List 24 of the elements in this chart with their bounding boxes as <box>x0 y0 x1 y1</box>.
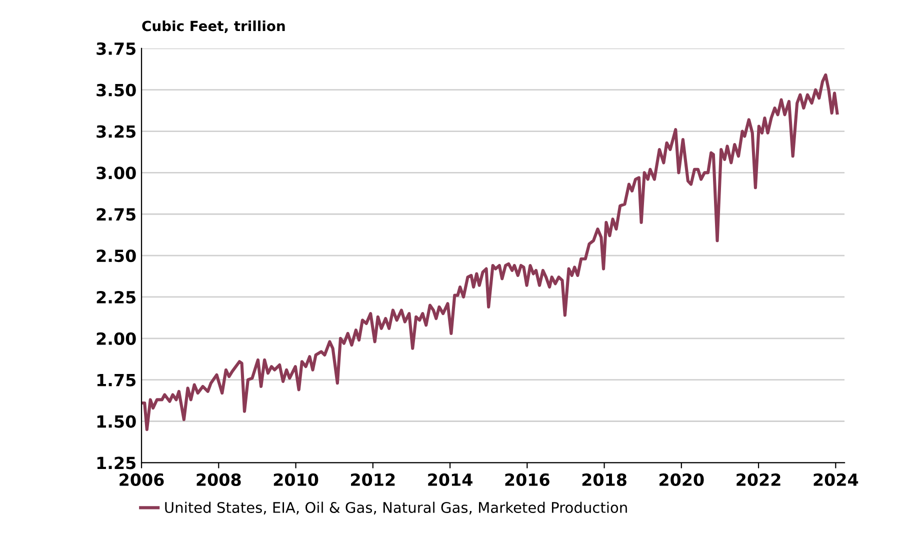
x-tick-label: 2020 <box>660 473 704 486</box>
x-tick-label: 2006 <box>120 473 164 486</box>
x-tick-label: 2016 <box>505 473 550 486</box>
line-series <box>142 73 839 432</box>
x-tick-label: 2014 <box>428 473 472 486</box>
x-tick-label: 2018 <box>582 473 626 486</box>
y-tick-label: 2.00 <box>96 332 136 345</box>
x-tick-label: 2024 <box>814 473 858 486</box>
legend-label: United States, EIA, Oil & Gas, Natural Gas, Marketed Production <box>165 502 627 514</box>
x-tick-label: 2010 <box>274 473 318 486</box>
y-tick-label: 1.25 <box>97 456 136 470</box>
y-tick-label: 3.25 <box>96 125 136 138</box>
y-tick-label: 2.50 <box>96 250 136 262</box>
y-tick-label: 1.75 <box>97 374 136 386</box>
x-tick-label: 2008 <box>196 473 241 486</box>
y-tick-label: 3.50 <box>96 84 136 96</box>
x-tick-label: 2012 <box>351 473 395 486</box>
y-axis-title: Cubic Feet, trillion <box>142 20 285 34</box>
x-tick-label: 2022 <box>736 473 780 486</box>
y-tick-label: 3.00 <box>96 166 136 180</box>
y-tick-label: 1.50 <box>97 415 136 428</box>
y-tick-label: 2.75 <box>96 208 136 221</box>
y-tick-label: 2.25 <box>96 290 136 304</box>
y-tick-label: 3.75 <box>96 42 136 55</box>
